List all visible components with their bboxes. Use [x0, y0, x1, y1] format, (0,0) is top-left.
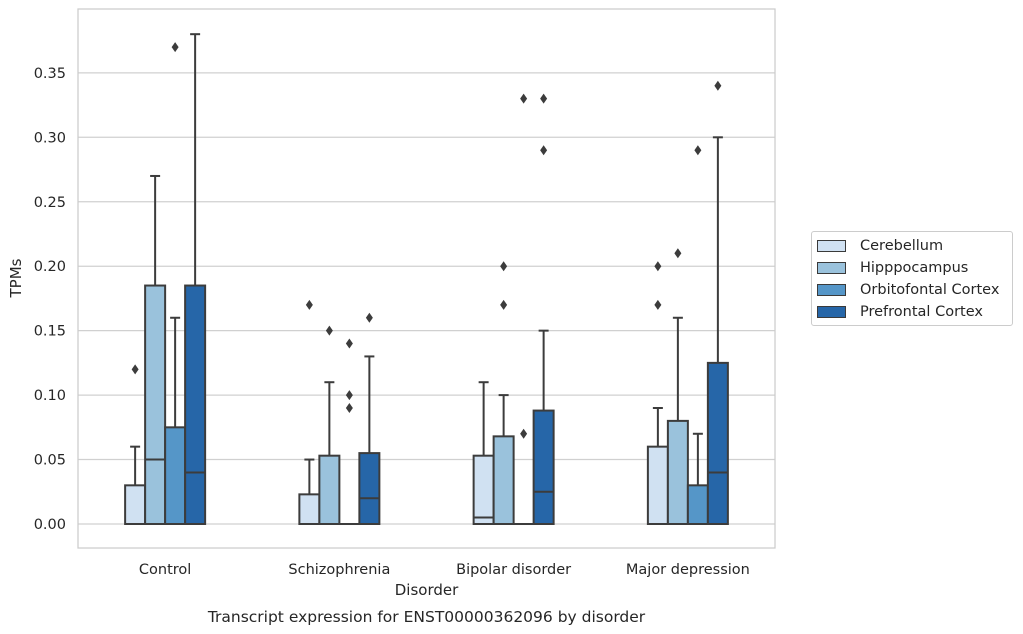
outlier-point [694, 145, 702, 156]
box-series-layer [124, 33, 729, 526]
outlier-point [654, 261, 662, 272]
chart-title: Transcript expression for ENST0000036209… [207, 608, 646, 626]
legend-label: Orbitofontal Cortex [860, 282, 1000, 298]
box-hipppocampus-1 [318, 325, 341, 526]
legend-swatch-orbitofontal-cortex [817, 284, 846, 296]
x-tick-label: Control [139, 562, 191, 578]
box-body [318, 454, 341, 526]
outlier-point [500, 261, 508, 272]
box-prefrontal-cortex-1 [358, 312, 381, 526]
outlier-point [540, 93, 548, 104]
box-cerebellum-3 [646, 261, 669, 525]
box-hipppocampus-3 [666, 248, 689, 526]
y-tick-label: 0.20 [34, 259, 66, 275]
x-tick-label: Bipolar disorder [456, 562, 571, 578]
x-tick-label: Schizophrenia [288, 562, 390, 578]
y-tick-label: 0.00 [34, 517, 66, 533]
outlier-point [500, 299, 508, 310]
box-orbitofontal-cortex-1 [338, 338, 361, 526]
box-body [184, 284, 207, 525]
box-body [164, 426, 187, 526]
box-prefrontal-cortex-0 [184, 33, 207, 525]
box-body [472, 454, 495, 526]
y-tick-label: 0.15 [34, 324, 66, 340]
y-tick-label: 0.10 [34, 388, 66, 404]
legend-swatch-prefrontal-cortex [817, 306, 846, 318]
chart-legend: Cerebellum Hipppocampus Orbitofontal Cor… [811, 231, 1013, 326]
x-axis-label: Disorder [395, 581, 459, 599]
x-axis-tick-labels: Control Schizophrenia Bipolar disorder Majo… [139, 562, 750, 578]
box-hipppocampus-2 [492, 261, 515, 525]
box-body [144, 284, 167, 525]
box-body [646, 445, 669, 525]
legend-label: Cerebellum [860, 238, 944, 254]
outlier-point [540, 145, 548, 156]
outlier-point [325, 325, 333, 336]
box-hipppocampus-0 [144, 174, 167, 525]
outlier-point [345, 390, 353, 401]
outlier-point [714, 80, 722, 91]
box-cerebellum-0 [124, 364, 147, 525]
box-body [358, 452, 381, 526]
outlier-point [345, 402, 353, 413]
legend-swatch-hipppocampus [817, 262, 846, 274]
box-body [532, 409, 555, 525]
outlier-point [305, 299, 313, 310]
box-prefrontal-cortex-2 [532, 93, 555, 525]
outlier-point [674, 248, 682, 259]
box-cerebellum-2 [472, 381, 495, 526]
box-body [686, 484, 709, 525]
box-prefrontal-cortex-3 [706, 80, 729, 525]
outlier-point [345, 338, 353, 349]
box-body [298, 493, 321, 525]
legend-item-hipppocampus: Hipppocampus [817, 257, 968, 279]
box-body [492, 435, 515, 525]
legend-swatch-cerebellum [817, 240, 846, 252]
legend-item-orbitofontal-cortex: Orbitofontal Cortex [817, 279, 999, 301]
outlier-point [171, 42, 179, 53]
legend-label: Prefrontal Cortex [860, 304, 983, 320]
box-body [124, 484, 147, 525]
y-tick-label: 0.30 [34, 130, 66, 146]
outlier-point [365, 312, 373, 323]
outlier-point [654, 299, 662, 310]
box-body [706, 361, 729, 525]
y-tick-label: 0.05 [34, 453, 66, 469]
outlier-point [131, 364, 139, 375]
outlier-point [520, 428, 528, 439]
box-orbitofontal-cortex-0 [164, 42, 187, 526]
x-tick-label: Major depression [626, 562, 750, 578]
legend-label: Hipppocampus [860, 260, 969, 276]
legend-item-prefrontal-cortex: Prefrontal Cortex [817, 301, 983, 323]
box-cerebellum-1 [298, 299, 321, 525]
y-axis-tick-labels: 0.00 0.05 0.10 0.15 0.20 0.25 0.30 0.35 [34, 66, 66, 533]
y-axis-label: TPMs [7, 258, 25, 298]
box-body [666, 419, 689, 526]
y-tick-label: 0.25 [34, 195, 66, 211]
legend-item-cerebellum: Cerebellum [817, 235, 943, 257]
outlier-point [520, 93, 528, 104]
y-tick-label: 0.35 [34, 66, 66, 82]
plot-area-frame [77, 8, 776, 549]
